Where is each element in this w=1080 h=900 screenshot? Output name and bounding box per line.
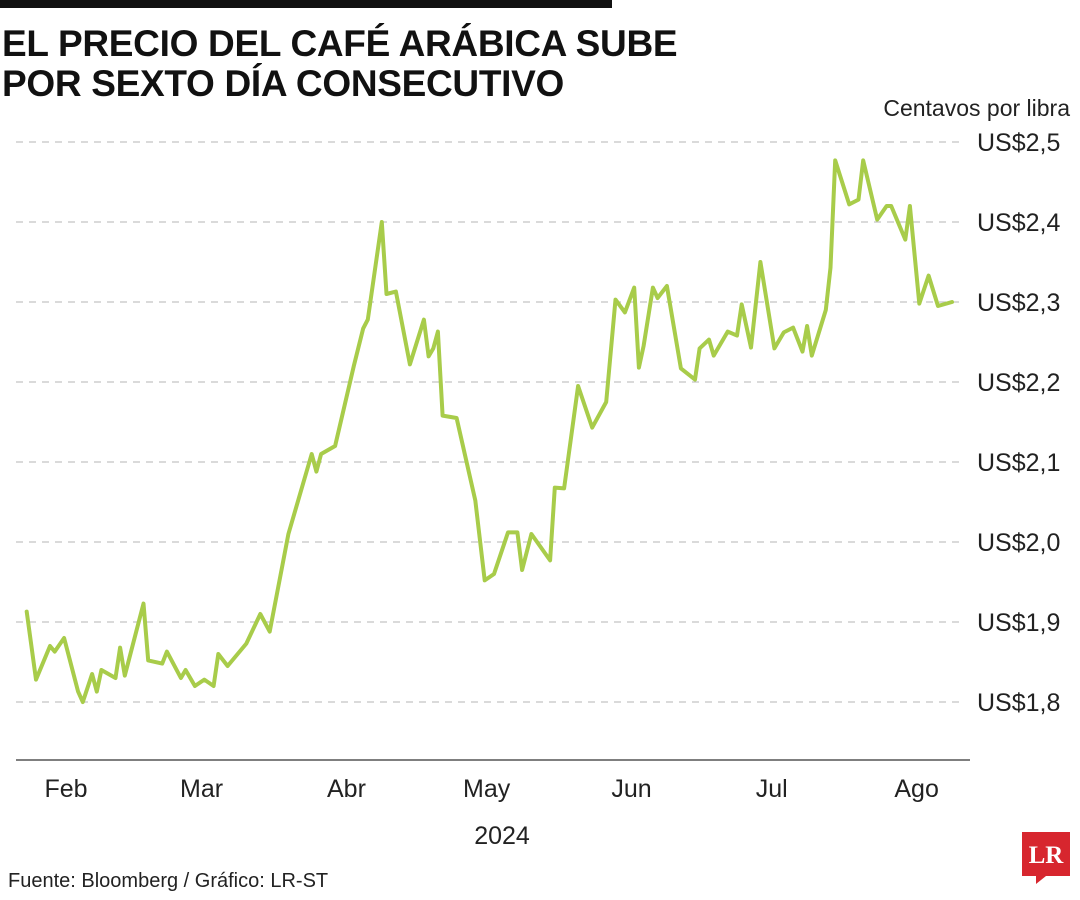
source-note: Fuente: Bloomberg / Gráfico: LR-ST xyxy=(8,870,329,892)
year-label: 2024 xyxy=(474,822,530,850)
y-tick-label: US$1,9 xyxy=(977,609,1060,637)
grid-lines xyxy=(16,141,965,703)
lr-logo: LR xyxy=(1022,832,1070,884)
y-tick-label: US$2,5 xyxy=(977,129,1060,157)
x-tick-label: Feb xyxy=(45,775,88,803)
x-tick-label: Jun xyxy=(611,775,651,803)
y-tick-label: US$2,4 xyxy=(977,209,1060,237)
y-axis-ticks: US$2,5 US$2,4 US$2,3 US$2,2 US$2,1 US$2,0 US$1… xyxy=(977,129,1060,717)
chart-title: EL PRECIO DEL CAFÉ ARÁBICA SUBE POR SEXT… xyxy=(2,23,678,104)
x-tick-label: Mar xyxy=(180,775,223,803)
lr-logo-badge xyxy=(1022,832,1070,884)
x-tick-label: Ago xyxy=(894,775,938,803)
chart-title-line-2: POR SEXTO DÍA CONSECUTIVO xyxy=(2,63,564,104)
x-tick-label: May xyxy=(463,775,511,803)
top-rule xyxy=(0,0,612,8)
y-tick-label: US$2,1 xyxy=(977,449,1060,477)
x-axis-ticks: Feb Mar Abr May Jun Jul Ago xyxy=(45,775,939,803)
y-tick-label: US$2,2 xyxy=(977,369,1060,397)
series-line-arabica-price xyxy=(24,158,954,704)
y-tick-label: US$2,3 xyxy=(977,289,1060,317)
unit-label: Centavos por libra xyxy=(883,95,1070,121)
chart-title-line-1: EL PRECIO DEL CAFÉ ARÁBICA SUBE xyxy=(2,23,678,64)
x-tick-label: Abr xyxy=(327,775,366,803)
y-tick-label: US$2,0 xyxy=(977,529,1060,557)
lr-logo-text: LR xyxy=(1029,842,1065,869)
x-tick-label: Jul xyxy=(756,775,788,803)
y-tick-label: US$1,8 xyxy=(977,689,1060,717)
